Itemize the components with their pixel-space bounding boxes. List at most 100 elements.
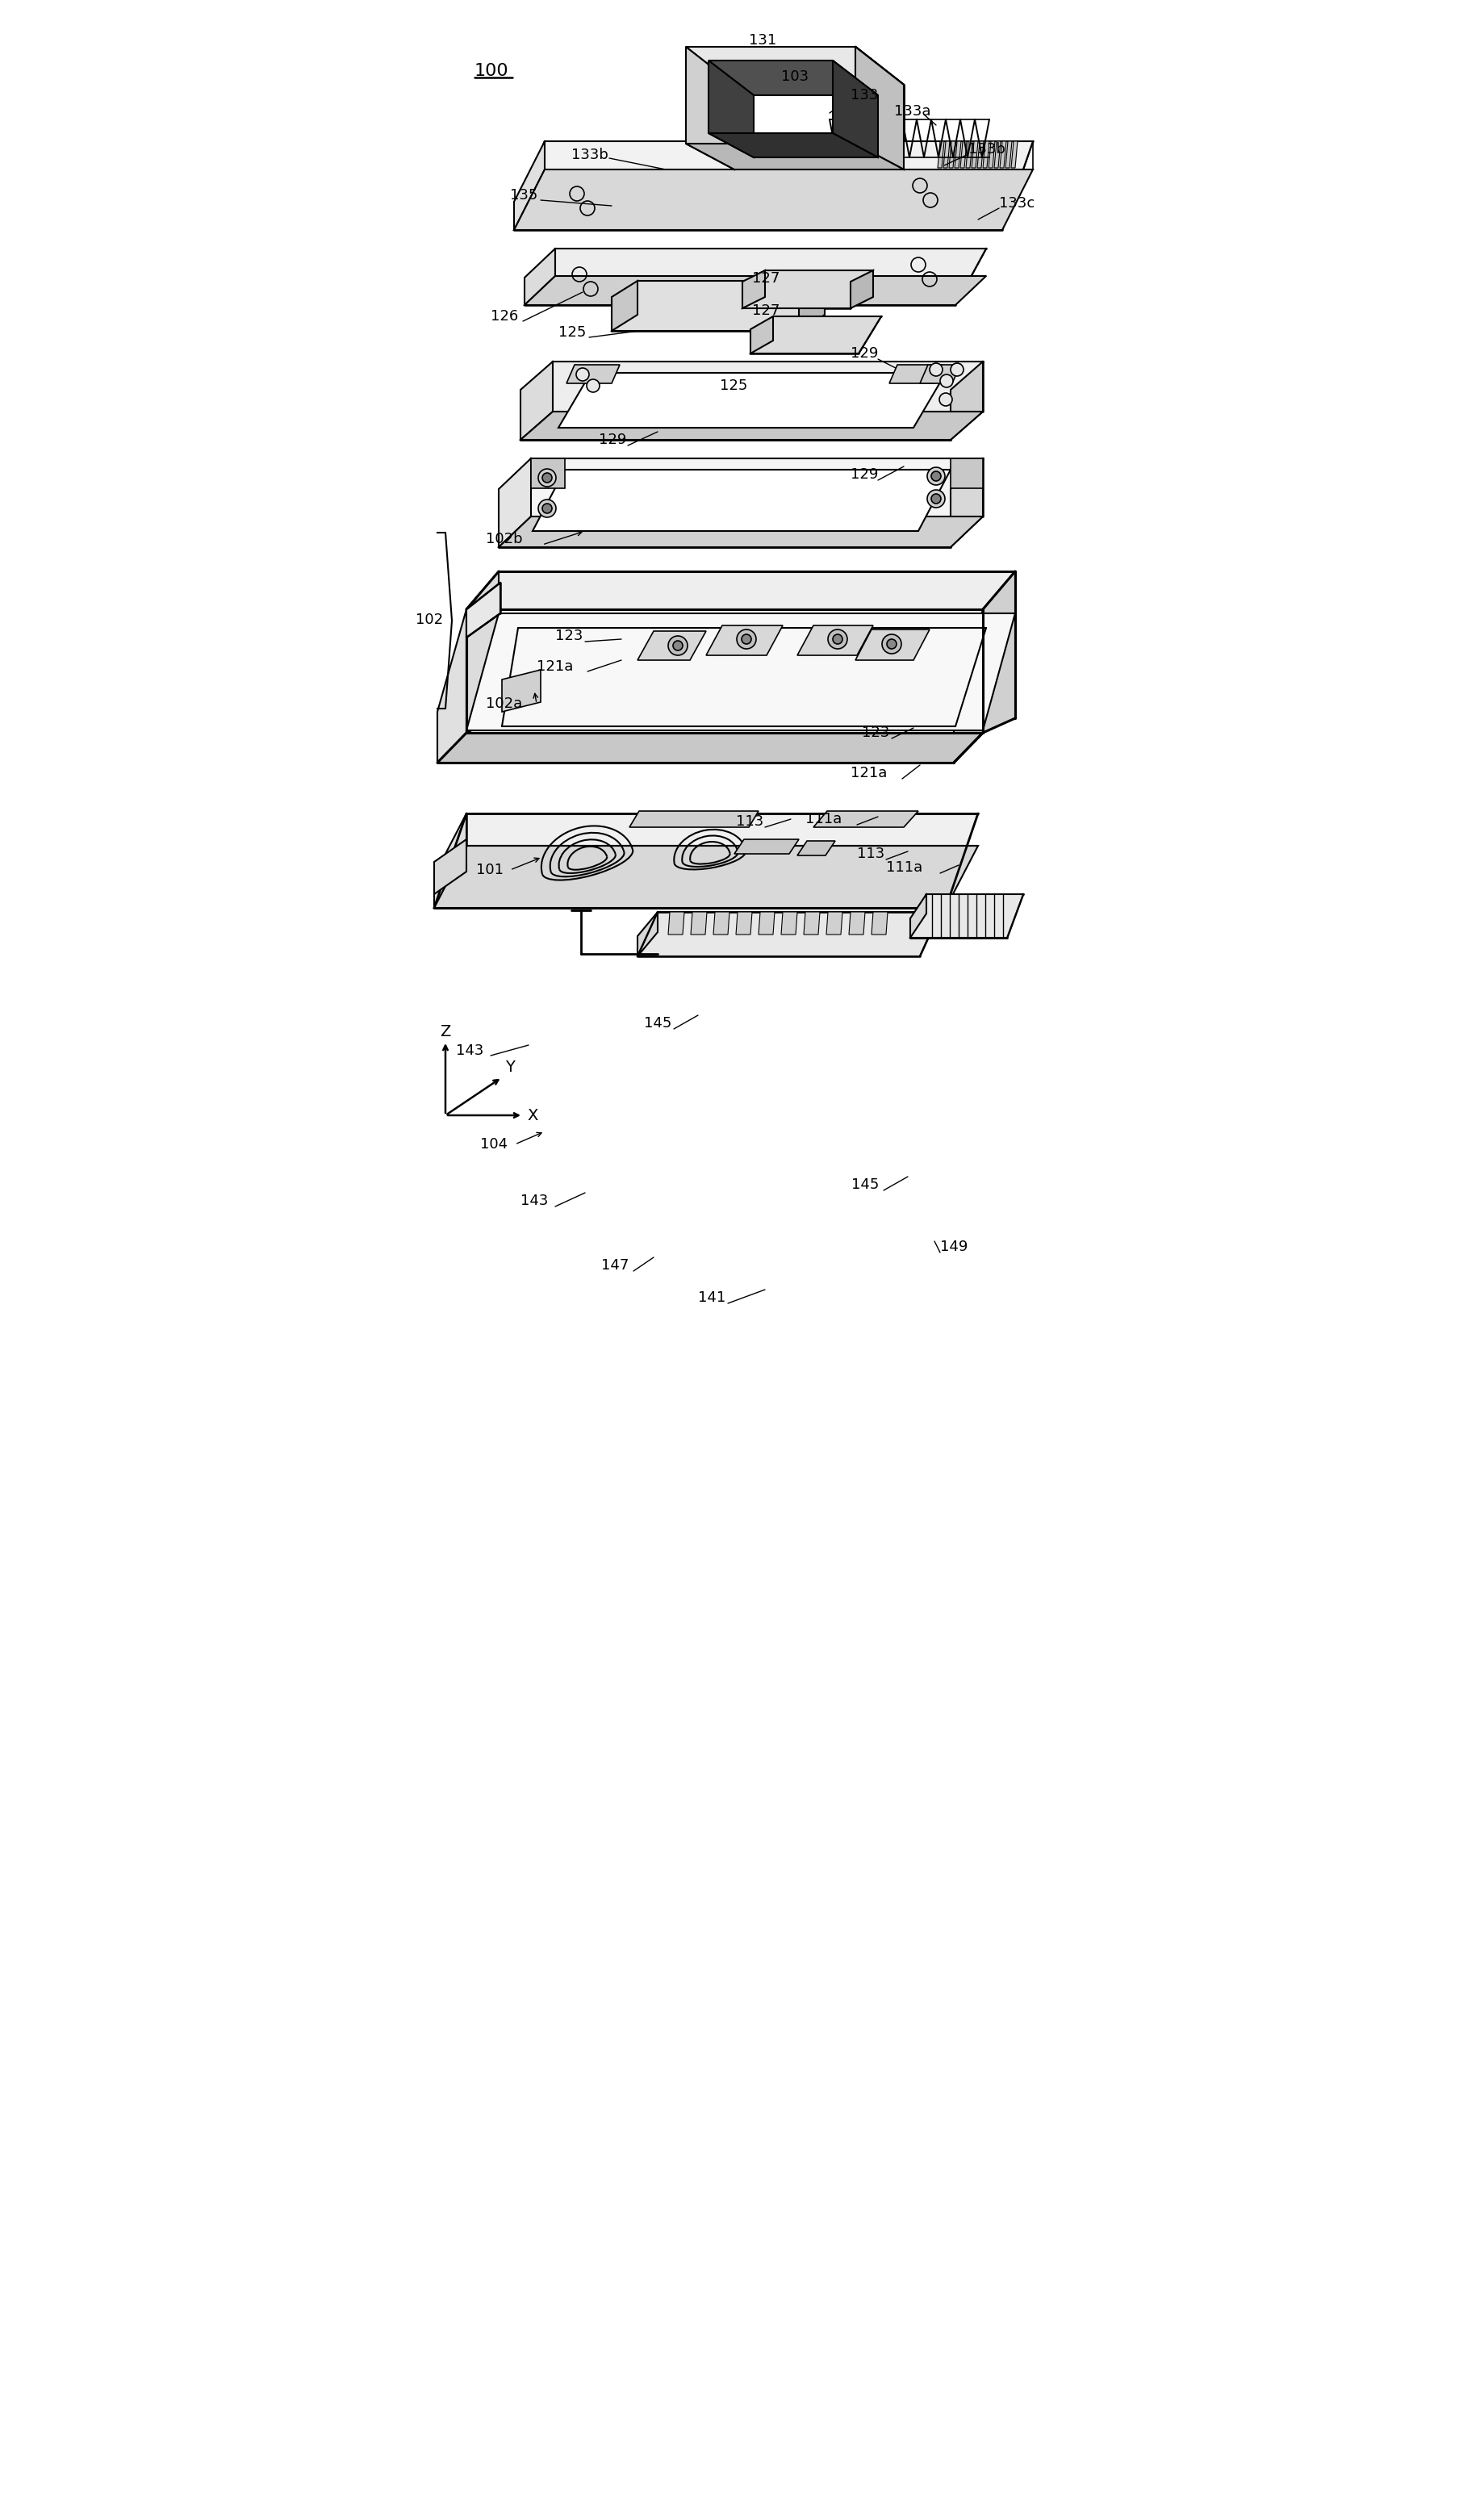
Text: 149: 149 <box>939 1240 968 1255</box>
Circle shape <box>736 629 755 649</box>
Text: 102b: 102b <box>485 531 522 546</box>
Text: 131: 131 <box>748 33 776 48</box>
Circle shape <box>668 636 687 656</box>
Polygon shape <box>960 140 966 168</box>
Polygon shape <box>513 170 1033 230</box>
Text: 141: 141 <box>697 1290 726 1305</box>
Polygon shape <box>749 316 773 353</box>
Text: 113: 113 <box>856 847 884 862</box>
Polygon shape <box>950 458 982 546</box>
Polygon shape <box>950 361 982 441</box>
Polygon shape <box>524 248 985 306</box>
Polygon shape <box>708 133 877 158</box>
Text: Y: Y <box>505 1060 515 1075</box>
Polygon shape <box>466 614 1015 731</box>
Polygon shape <box>953 609 982 762</box>
Text: 102a: 102a <box>485 696 522 711</box>
Text: 129: 129 <box>850 346 879 361</box>
Polygon shape <box>521 411 982 441</box>
Polygon shape <box>758 912 775 934</box>
Circle shape <box>542 504 552 514</box>
Polygon shape <box>708 60 877 95</box>
Circle shape <box>881 634 901 654</box>
Polygon shape <box>781 912 797 934</box>
Text: 125: 125 <box>558 326 586 341</box>
Polygon shape <box>797 626 873 656</box>
Polygon shape <box>1011 140 1017 168</box>
Polygon shape <box>827 912 841 934</box>
Text: 126: 126 <box>490 308 518 323</box>
Polygon shape <box>976 140 982 168</box>
Circle shape <box>833 634 841 644</box>
Polygon shape <box>950 458 982 488</box>
Text: 133b: 133b <box>968 143 1005 155</box>
Polygon shape <box>1005 140 1012 168</box>
Circle shape <box>926 491 944 509</box>
Polygon shape <box>524 248 555 306</box>
Circle shape <box>828 629 847 649</box>
Text: 145: 145 <box>850 1177 879 1192</box>
Text: 123: 123 <box>555 629 583 644</box>
Polygon shape <box>567 366 619 383</box>
Polygon shape <box>433 814 466 907</box>
Text: 143: 143 <box>456 1045 484 1057</box>
Polygon shape <box>686 48 904 85</box>
Polygon shape <box>813 812 917 827</box>
Polygon shape <box>982 140 988 168</box>
Text: 102: 102 <box>416 614 442 626</box>
Polygon shape <box>833 60 877 158</box>
Circle shape <box>542 473 552 483</box>
Polygon shape <box>742 271 873 308</box>
Polygon shape <box>533 471 950 531</box>
Polygon shape <box>558 373 945 428</box>
Text: 133c: 133c <box>999 195 1034 210</box>
Polygon shape <box>637 912 657 957</box>
Text: 125: 125 <box>720 378 746 393</box>
Polygon shape <box>803 912 819 934</box>
Polygon shape <box>742 271 764 308</box>
Text: 145: 145 <box>644 1017 671 1030</box>
Text: 129: 129 <box>850 468 879 481</box>
Polygon shape <box>690 912 706 934</box>
Polygon shape <box>466 584 500 639</box>
Circle shape <box>939 393 951 406</box>
Polygon shape <box>686 143 904 170</box>
Polygon shape <box>668 912 684 934</box>
Polygon shape <box>855 48 904 170</box>
Polygon shape <box>712 912 729 934</box>
Text: 147: 147 <box>601 1258 629 1273</box>
Polygon shape <box>433 839 466 894</box>
Polygon shape <box>499 458 982 546</box>
Polygon shape <box>499 516 982 546</box>
Text: 113: 113 <box>736 814 763 829</box>
Polygon shape <box>708 60 754 158</box>
Text: 127: 127 <box>752 271 779 286</box>
Text: 111a: 111a <box>886 859 922 874</box>
Polygon shape <box>910 894 1022 937</box>
Polygon shape <box>850 271 873 308</box>
Circle shape <box>929 363 942 376</box>
Text: 121a: 121a <box>850 767 886 782</box>
Polygon shape <box>499 458 531 546</box>
Polygon shape <box>988 140 994 168</box>
Polygon shape <box>735 839 798 854</box>
Polygon shape <box>855 629 929 661</box>
Text: 133a: 133a <box>893 105 930 118</box>
Text: X: X <box>527 1107 537 1122</box>
Polygon shape <box>466 571 1015 609</box>
Polygon shape <box>531 458 564 488</box>
Polygon shape <box>938 140 944 168</box>
Text: 129: 129 <box>598 433 626 446</box>
Circle shape <box>930 471 941 481</box>
Polygon shape <box>502 669 540 711</box>
Text: 103: 103 <box>781 70 809 85</box>
Text: 123: 123 <box>861 726 889 739</box>
Polygon shape <box>686 48 735 170</box>
Text: Z: Z <box>439 1025 451 1040</box>
Polygon shape <box>466 571 499 734</box>
Text: 101: 101 <box>476 862 503 877</box>
Circle shape <box>950 363 963 376</box>
Text: 133b: 133b <box>571 148 608 163</box>
Polygon shape <box>524 276 985 306</box>
Circle shape <box>886 639 896 649</box>
